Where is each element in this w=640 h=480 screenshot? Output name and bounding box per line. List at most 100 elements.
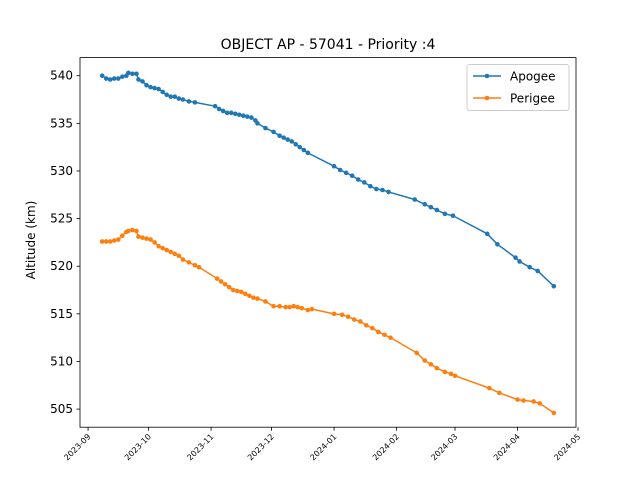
x-tick-label: 2023-12 [246,432,276,462]
legend-marker [484,95,490,101]
data-point [220,108,226,114]
y-axis-label: Altitude (km) [24,201,38,280]
data-point [434,207,440,213]
data-point [484,231,490,237]
data-point [156,243,161,249]
data-point [243,291,248,297]
data-point [111,238,117,243]
data-point [232,111,238,117]
legend-label: Apogee [510,70,556,84]
data-point [487,385,492,391]
data-point [331,311,337,317]
data-point [305,307,311,313]
data-point [281,135,286,140]
data-point [442,369,448,375]
data-point [236,112,242,118]
data-point [412,197,418,202]
data-point [152,240,157,245]
data-point [289,139,295,144]
data-point [103,239,109,244]
data-point [212,103,218,109]
data-point [176,253,182,259]
data-point [172,251,178,257]
data-point [130,227,135,233]
data-point [355,177,361,182]
data-point [521,398,526,403]
x-tick-label: 2023-10 [123,432,153,462]
data-point [130,71,135,77]
series-apogee [99,70,557,289]
data-point [140,235,145,240]
data-point [297,144,303,150]
data-point [192,262,198,268]
data-point [226,284,232,290]
data-point [152,85,157,91]
data-point [160,89,165,95]
plot-frame [79,57,577,428]
data-point [234,288,240,294]
data-point [116,237,121,242]
y-tick-label: 510 [50,354,73,368]
data-point [368,183,373,189]
data-point [349,173,355,179]
data-point [126,228,131,234]
data-point [228,110,234,116]
data-point [214,276,220,281]
data-point [241,113,246,119]
data-point [343,170,349,176]
legend: Apogee Perigee [466,64,570,111]
data-point [551,283,557,289]
data-point [107,239,113,244]
data-point [422,358,428,363]
chart-title: OBJECT AP - 57041 - Priority :4 [221,37,436,53]
data-point [291,303,297,309]
data-point [277,303,282,309]
axes-layer: 505 510 515 520 525 530 535 540 2023-09 2023-10 20… [50,69,582,463]
data-point [111,76,117,81]
x-tick-label: 2024-04 [492,432,522,462]
data-point [156,86,161,92]
data-point [196,264,202,270]
data-point [295,304,301,310]
data-point [168,94,174,99]
data-point [186,99,192,104]
x-tick-label: 2024-05 [552,432,582,462]
data-point [134,228,139,234]
data-point [551,410,557,416]
data-point [450,213,456,219]
data-point [239,289,244,295]
data-point [537,401,543,406]
y-tick-label: 520 [50,259,73,273]
x-tick-label: 2023-09 [62,432,92,462]
data-point [388,335,393,340]
data-point [247,293,252,299]
data-point [116,76,121,81]
data-point [249,115,254,120]
x-tick-label: 2024-03 [429,432,459,462]
series-layer [99,70,557,416]
x-tick-label: 2024-01 [308,432,338,462]
x-tick-label: 2024-02 [371,432,401,462]
data-point [339,312,345,318]
data-point [140,79,145,84]
data-point [535,268,540,274]
data-point [176,96,182,101]
data-point [180,257,186,262]
data-point [531,399,536,404]
data-point [160,245,165,251]
data-point [452,373,458,379]
data-point [263,125,268,131]
data-point [224,110,230,116]
x-tick-label: 2023-11 [185,432,215,462]
data-point [382,332,387,338]
data-point [364,322,369,328]
data-point [370,325,375,331]
data-point [144,236,149,241]
data-point [376,329,381,335]
data-point [497,390,502,396]
y-tick-label: 530 [50,164,73,178]
data-point [136,77,141,82]
data-point [414,350,420,356]
data-point [357,319,363,324]
data-point [422,202,428,207]
